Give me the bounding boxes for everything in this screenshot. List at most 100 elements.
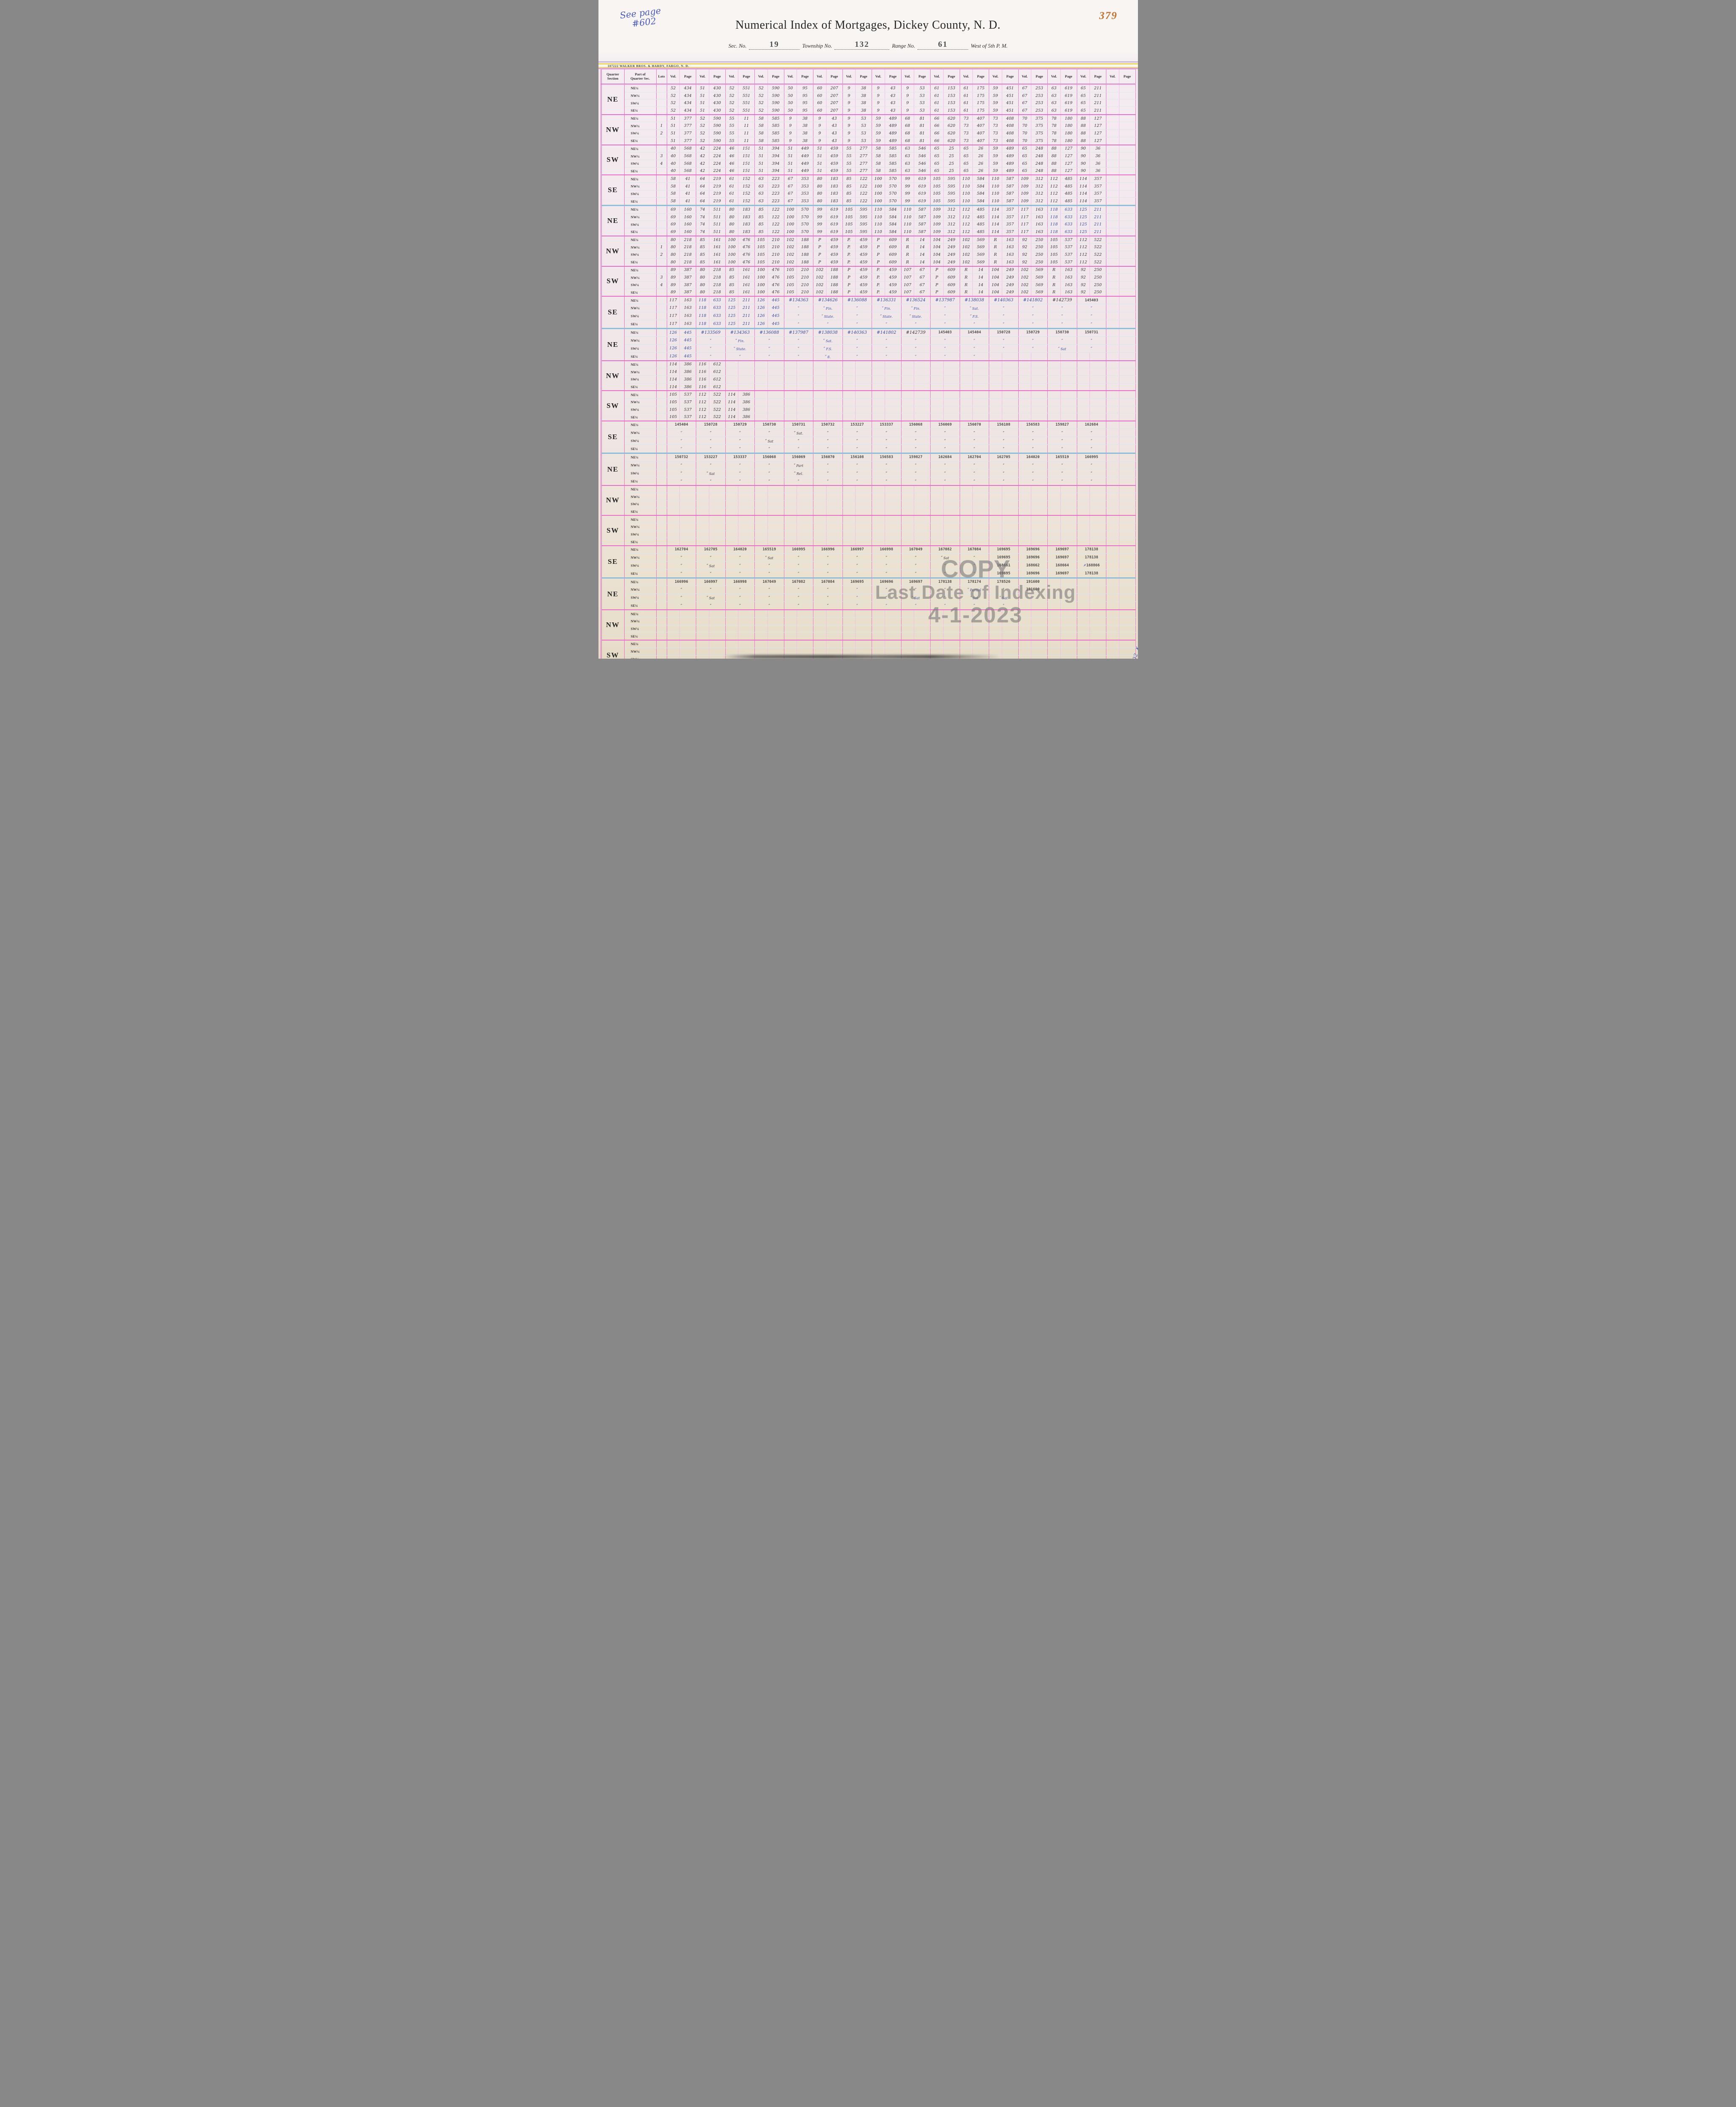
vol-cell: R (901, 243, 914, 252)
page-cell: 476 (767, 266, 784, 274)
page-cell: 434 (679, 107, 696, 115)
vol-cell: P. (872, 266, 885, 274)
vol-cell: 105 (1047, 251, 1060, 259)
instrument-number-cell: #138038 (959, 296, 989, 304)
page-cell (1119, 578, 1136, 586)
instrument-number-cell: #140363 (842, 328, 872, 337)
vol-cell: 116 (696, 383, 709, 391)
col-header-page: Page (1060, 69, 1077, 85)
page-cell: 569 (972, 236, 989, 244)
vol-cell: 70 (1018, 137, 1031, 145)
page-cell (914, 508, 931, 516)
page-cell: 183 (826, 182, 843, 190)
ditto-cell: ″ (872, 445, 901, 454)
part-of-quarter-label: SE¼ (624, 508, 657, 516)
page-cell (1031, 406, 1048, 414)
col-header-vol: Vol. (725, 69, 738, 85)
vol-cell (725, 610, 738, 618)
vol-cell: 112 (959, 228, 973, 236)
ditto-cell: ″ (1047, 336, 1077, 345)
page-cell: 122 (767, 228, 784, 236)
stamped-instrument-number-cell: 165519 (1047, 453, 1077, 461)
page-cell: 249 (1001, 266, 1018, 274)
vol-cell: 61 (930, 84, 943, 92)
vol-cell: 52 (725, 107, 738, 115)
table-row: SW¼ (601, 500, 1136, 508)
page-cell (679, 515, 696, 523)
page-cell (1031, 640, 1048, 648)
lots-cell (656, 220, 667, 229)
ditto-cell: ″ (1076, 469, 1106, 477)
page-cell (797, 485, 813, 493)
page-cell: 449 (797, 145, 813, 153)
vol-cell (901, 383, 914, 391)
col-header-page: Page (679, 69, 696, 85)
page-cell (943, 515, 960, 523)
page-cell (972, 360, 989, 369)
page-cell (855, 625, 872, 633)
stamped-instrument-number-cell: 169696 (1018, 553, 1048, 562)
page-cell: 590 (767, 84, 784, 92)
page-cell (826, 360, 843, 369)
vol-cell (1106, 114, 1119, 123)
page-cell: 570 (884, 175, 901, 183)
page-cell: 250 (1031, 251, 1048, 259)
lots-cell (656, 344, 667, 353)
stamped-instrument-number-cell: 156069 (930, 421, 960, 429)
vol-cell: P (872, 258, 885, 267)
vol-cell: 99 (901, 197, 914, 206)
stamped-instrument-number-cell: 166998 (725, 578, 755, 586)
page-cell (797, 493, 813, 501)
page-cell (855, 493, 872, 501)
vol-cell (989, 375, 1002, 383)
ditto-cell: ″ Sat (696, 469, 725, 477)
vol-cell (813, 360, 826, 369)
page-cell: 163 (1060, 273, 1077, 281)
table-row: NW¼ 3 89 387 80 218 85 161 100 476 105 210 102 188 P 45… (601, 273, 1136, 281)
ditto-cell: ″ (666, 593, 696, 602)
vol-cell: 63 (754, 182, 767, 190)
vol-cell: 105 (666, 391, 680, 399)
page-cell: 633 (1060, 220, 1077, 229)
vol-cell (1106, 213, 1119, 221)
ditto-cell: ″ (1018, 312, 1048, 320)
vol-cell: 9 (872, 99, 885, 107)
ditto-cell: ″ (696, 336, 725, 345)
page-cell: 449 (797, 167, 813, 176)
page-cell: 595 (943, 182, 960, 190)
page-cell (826, 500, 843, 508)
ditto-cell: ″ (872, 461, 901, 469)
page-cell (914, 531, 931, 539)
ditto-cell: ″ (901, 601, 931, 611)
ditto-cell: ″ (783, 561, 813, 570)
vol-cell: 104 (989, 273, 1002, 281)
vol-cell (901, 368, 914, 376)
vol-cell (1106, 553, 1119, 562)
vol-cell: R (989, 236, 1002, 244)
vol-cell: 52 (666, 84, 680, 92)
page-cell (1001, 500, 1018, 508)
ditto-cell: ″ (930, 461, 960, 469)
vol-cell (1106, 197, 1119, 206)
ditto-cell: ″ (930, 569, 960, 579)
vol-cell: 104 (930, 251, 943, 259)
vol-cell: 51 (813, 145, 826, 153)
page-cell: 522 (708, 413, 725, 422)
instrument-number-cell: #134363 (783, 296, 813, 304)
ditto-cell: ″ (1018, 344, 1048, 353)
ditto-cell: ″ Part (783, 461, 813, 469)
page-cell (767, 500, 784, 508)
table-row: SW NE¼ 40 568 42 224 46 151 51 394 51 449 51 459 55 277… (600, 145, 1136, 176)
stamped-instrument-number-cell: 150731 (1076, 328, 1106, 337)
table-row: SE¼ ″ ″ ″ ″ ″ ″ ″ ″ ″ ″ ″ ″ (601, 601, 1136, 611)
page-cell (855, 531, 872, 539)
page-cell: 14 (914, 251, 931, 259)
vol-cell: 116 (696, 360, 709, 369)
vol-cell (959, 610, 973, 618)
vol-cell: 126 (754, 304, 767, 312)
page-cell: 163 (1031, 220, 1048, 229)
vol-cell: 80 (725, 220, 738, 229)
vol-cell (725, 648, 738, 656)
page-cell (914, 413, 931, 422)
page-cell: 14 (972, 266, 989, 274)
